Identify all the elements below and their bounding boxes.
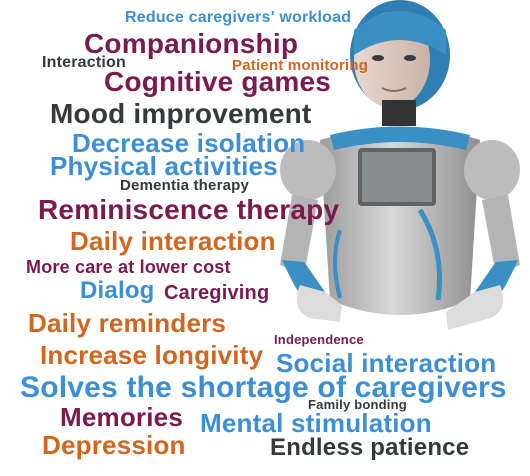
word-decrease-isolation: Decrease isolation [72,128,306,158]
word-patient-monitoring: Patient monitoring [232,57,369,74]
word-family-bonding: Family bonding [308,397,407,412]
word-social-interaction: Social interaction [276,348,497,378]
word-increase-longivity: Increase longivity [40,340,264,370]
word-reduce-caregivers-workload: Reduce caregivers' workload [125,9,352,26]
word-mood-improvement: Mood improvement [50,98,312,129]
word-daily-reminders: Daily reminders [28,308,227,338]
word-mental-stimulation: Mental stimulation [200,408,432,438]
word-physical-activities: Physical activities [50,151,278,181]
word-solves-the-shortage-of-caregivers: Solves the shortage of caregivers [20,371,507,404]
robot-left-hand [296,285,342,322]
word-dialog: Dialog [80,277,155,304]
word-depression: Depression [42,430,186,460]
word-caregiving: Caregiving [164,282,270,304]
word-cognitive-games: Cognitive games [104,66,332,97]
word-independence: Independence [274,332,364,347]
word-interaction: Interaction [42,54,126,71]
word-dementia-therapy: Dementia therapy [120,177,250,194]
word-endless-patience: Endless patience [270,434,470,461]
word-daily-interaction: Daily interaction [70,226,276,256]
word-reminiscence-therapy: Reminiscence therapy [38,194,340,225]
word-memories: Memories [60,402,183,432]
word-companionship: Companionship [84,28,299,59]
word-more-care-at-lower-cost: More care at lower cost [26,257,231,277]
robot-illustration [280,0,520,330]
robot-right-hand [446,285,504,330]
